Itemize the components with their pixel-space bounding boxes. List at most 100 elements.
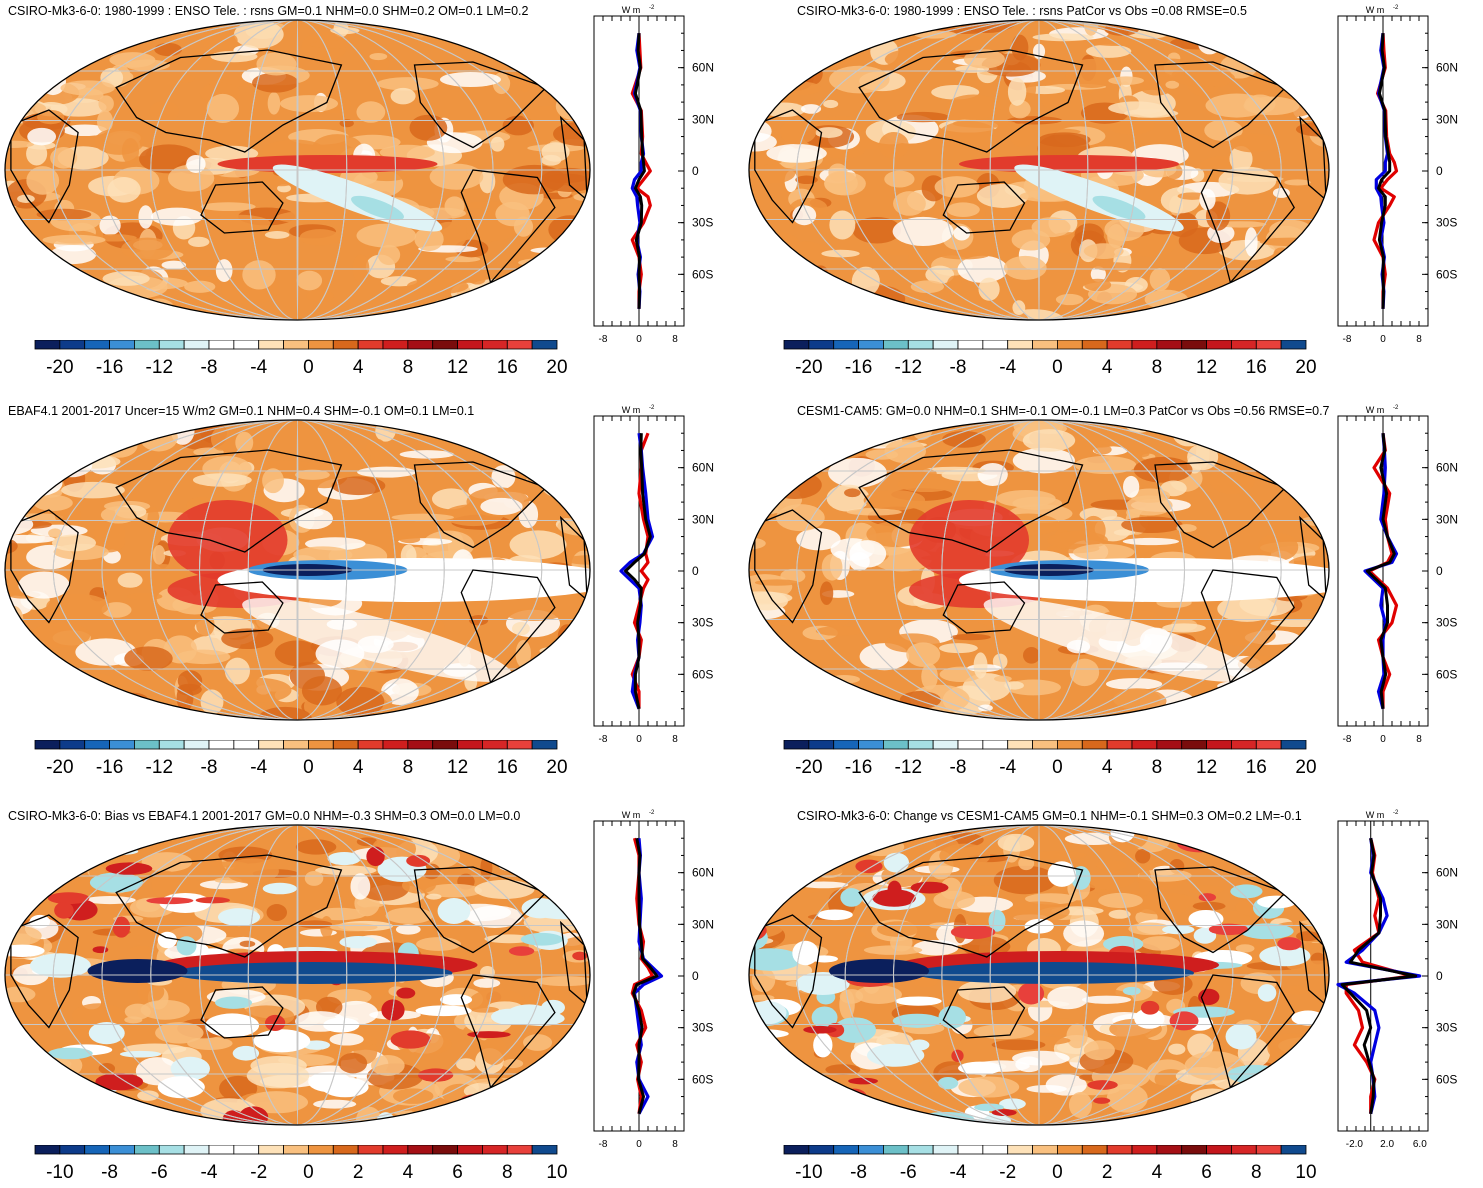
colorbar-swatch	[1131, 1145, 1158, 1155]
colorbar-swatch	[382, 740, 409, 750]
colorbar-swatch	[783, 340, 810, 350]
colorbar-swatch	[357, 340, 384, 350]
colorbar-swatch	[531, 740, 558, 750]
colorbar-swatch	[158, 340, 185, 350]
colorbar-swatch	[957, 1145, 984, 1155]
colorbar-swatch	[283, 740, 309, 750]
profile-lat-tick-label: 60S	[692, 1072, 713, 1086]
colorbar-swatch	[957, 340, 984, 350]
colorbar-swatch	[258, 740, 284, 750]
colorbar-swatch	[506, 740, 533, 750]
profile-lat-tick-label: 30S	[1436, 616, 1457, 630]
colorbar-tick-label: 12	[447, 757, 468, 778]
colorbar-tick-label: -4	[250, 757, 267, 778]
profile-lat-tick-label: 60N	[692, 866, 714, 880]
colorbar-swatch	[34, 1145, 61, 1155]
colorbar-tick-label: 8	[1251, 1162, 1262, 1183]
colorbar-swatch	[208, 740, 235, 750]
colorbar-swatch	[833, 1145, 859, 1155]
colorbar-swatch	[308, 340, 334, 350]
colorbar-swatch	[1206, 740, 1232, 750]
colorbar-swatch	[208, 340, 235, 350]
colorbar-tick-label: 20	[1295, 357, 1316, 378]
colorbar-tick-label: -16	[845, 757, 872, 778]
colorbar-swatch	[357, 1145, 384, 1155]
colorbar-tick-label: -4	[999, 357, 1016, 378]
colorbar: -20 -16 -12 -8 -4 0 4 8 12 16 20	[783, 340, 1317, 378]
profile-lat-tick-label: 30S	[692, 216, 713, 230]
colorbar-swatch	[1106, 740, 1133, 750]
colorbar-swatch	[1255, 340, 1282, 350]
zonal-mean-profile: W m -2 -8 0 8 60N 30N 0 30S 60S	[593, 810, 714, 1150]
profile-line-mean	[1365, 433, 1396, 709]
colorbar-tick-label: -10	[46, 1162, 73, 1183]
colorbar-tick-label: 4	[1102, 757, 1113, 778]
colorbar-swatch	[1255, 740, 1282, 750]
colorbar-swatch	[1255, 1145, 1282, 1155]
colorbar-swatch	[457, 740, 483, 750]
colorbar-swatch	[308, 740, 334, 750]
colorbar-tick-label: -12	[895, 357, 922, 378]
colorbar-swatch	[84, 740, 110, 750]
colorbar-tick-label: 10	[1295, 1162, 1316, 1183]
colorbar-swatch	[183, 340, 210, 350]
colorbar-swatch	[858, 1145, 884, 1155]
colorbar-swatch	[1156, 1145, 1183, 1155]
profile-x-tick-label: -8	[1343, 334, 1352, 345]
colorbar-tick-label: 8	[1152, 357, 1163, 378]
colorbar-tick-label: 6	[452, 1162, 463, 1183]
map-robinson	[748, 419, 1330, 721]
colorbar-swatch	[109, 1145, 135, 1155]
units-superscript: -2	[1393, 405, 1399, 411]
colorbar-swatch	[1206, 1145, 1232, 1155]
colorbar-swatch	[134, 340, 160, 350]
colorbar-swatch	[833, 340, 859, 350]
colorbar-swatch	[932, 340, 959, 350]
colorbar-tick-label: 20	[546, 757, 567, 778]
profile-line-mean	[1377, 33, 1392, 309]
colorbar-tick-label: 16	[1246, 757, 1267, 778]
colorbar-tick-label: 4	[403, 1162, 414, 1183]
colorbar-swatch	[1156, 340, 1183, 350]
panel-title: CSIRO-Mk3-6-0: Bias vs EBAF4.1 2001-2017…	[8, 809, 521, 823]
colorbar-swatch	[531, 340, 558, 350]
colorbar-swatch	[59, 740, 86, 750]
colorbar-tick-label: -8	[950, 357, 967, 378]
colorbar-swatch	[1206, 340, 1232, 350]
colorbar-swatch	[407, 340, 434, 350]
profile-x-tick-label: -2.0	[1346, 1139, 1364, 1150]
colorbar-swatch	[332, 740, 359, 750]
colorbar-tick-label: -12	[895, 757, 922, 778]
colorbar-swatch	[84, 340, 110, 350]
colorbar-swatch	[1231, 340, 1257, 350]
colorbar-swatch	[258, 340, 284, 350]
colorbar-swatch	[482, 740, 508, 750]
colorbar-tick-label: -8	[850, 1162, 867, 1183]
profile-lat-tick-label: 60N	[1436, 61, 1458, 75]
profile-lat-tick-label: 60S	[1436, 1072, 1457, 1086]
profile-x-tick-label: 0	[636, 334, 642, 345]
units-superscript: -2	[1393, 810, 1399, 816]
profile-line-mean	[632, 837, 659, 1115]
colorbar-swatch	[932, 1145, 959, 1155]
colorbar-swatch	[382, 340, 409, 350]
map-robinson	[4, 419, 591, 721]
colorbar-swatch	[506, 1145, 533, 1155]
profile-lat-tick-label: 60N	[1436, 461, 1458, 475]
colorbar-swatch	[1106, 340, 1133, 350]
profile-lat-tick-label: 30N	[1436, 917, 1458, 931]
colorbar-swatch	[1007, 1145, 1033, 1155]
profile-x-tick-label: 8	[672, 734, 678, 745]
colorbar-swatch	[233, 1145, 260, 1155]
colorbar-swatch	[1057, 340, 1083, 350]
colorbar-swatch	[783, 1145, 810, 1155]
colorbar-tick-label: -16	[96, 357, 123, 378]
profile-lat-tick-label: 30S	[1436, 1021, 1457, 1035]
profile-lat-tick-label: 0	[1436, 164, 1443, 178]
profile-lat-tick-label: 30N	[692, 112, 714, 126]
profile-lat-tick-label: 0	[692, 969, 699, 983]
colorbar-tick-label: -10	[795, 1162, 822, 1183]
colorbar-swatch	[1081, 1145, 1108, 1155]
profile-lat-tick-label: 60N	[692, 461, 714, 475]
zonal-mean-profile: W m -2 -8 0 8 60N 30N 0 30S 60S	[593, 5, 714, 345]
